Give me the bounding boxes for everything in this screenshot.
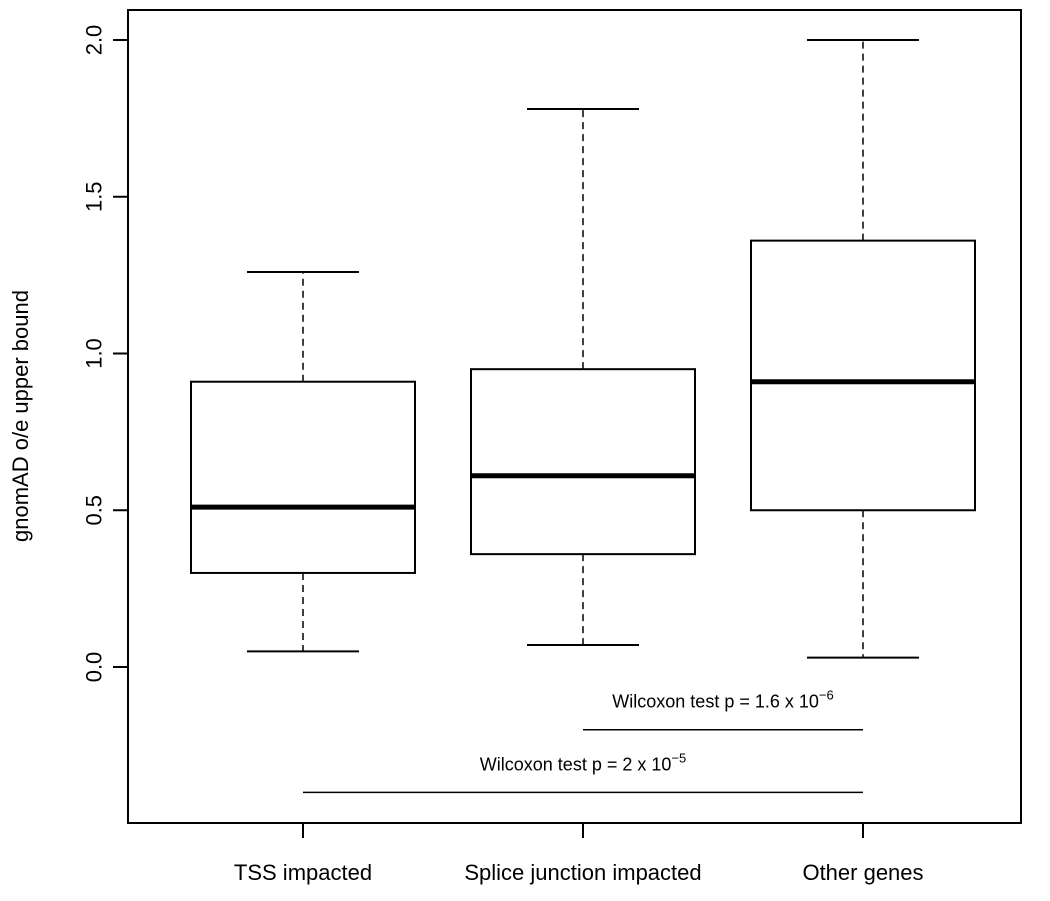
box-iqr	[750, 239, 976, 512]
x-tick-label: Other genes	[802, 860, 923, 885]
plot-frame	[127, 9, 1022, 824]
y-axis: 0.0 0.5 1.0 1.5 2.0	[82, 25, 128, 683]
box-iqr	[470, 368, 696, 556]
y-axis-title: gnomAD o/e upper bound	[8, 290, 33, 542]
box-iqr	[190, 380, 416, 574]
box-group	[470, 107, 696, 647]
box-group	[750, 39, 976, 659]
y-tick-label: 1.5	[82, 181, 107, 212]
comparison-label: Wilcoxon test p = 1.6 x 10−6	[612, 688, 833, 712]
x-tick-label: TSS impacted	[234, 860, 372, 885]
boxes	[190, 39, 976, 659]
box-group	[190, 270, 416, 653]
y-tick-label: 2.0	[82, 25, 107, 56]
y-tick-label: 0.5	[82, 495, 107, 526]
y-tick-label: 0.0	[82, 652, 107, 683]
x-tick-label: Splice junction impacted	[464, 860, 701, 885]
comparison-label: Wilcoxon test p = 2 x 10−5	[480, 750, 686, 774]
y-tick-label: 1.0	[82, 338, 107, 369]
comparisons: Wilcoxon test p = 1.6 x 10−6 Wilcoxon tes…	[303, 688, 863, 794]
x-axis: TSS impacted Splice junction impacted Othe…	[234, 823, 924, 885]
